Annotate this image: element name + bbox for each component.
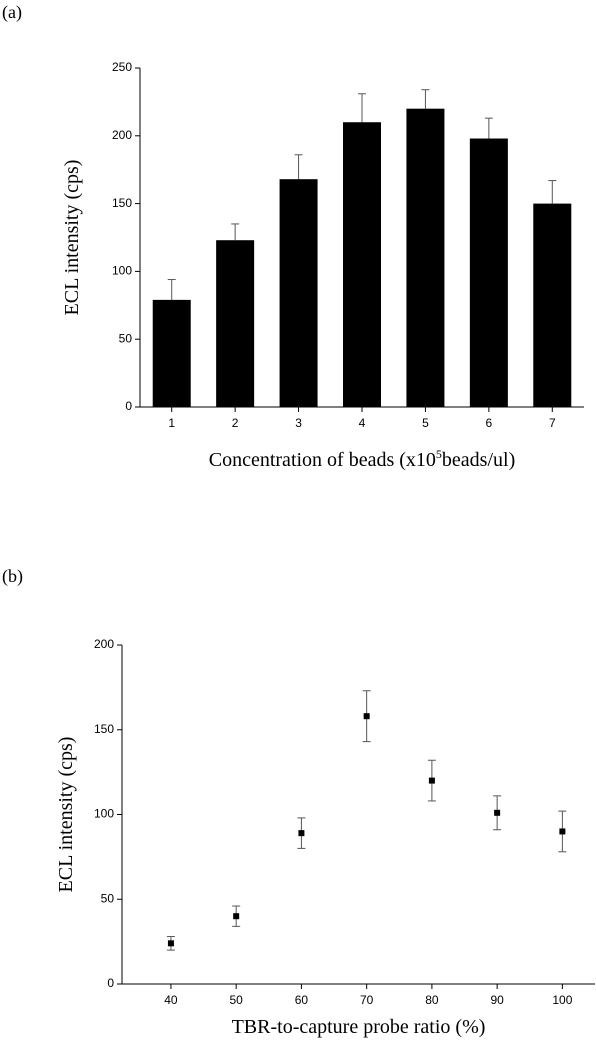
x-tick-label: 5 (422, 416, 429, 430)
panel-label: (a) (2, 2, 22, 23)
bar (469, 138, 508, 407)
x-tick-label: 7 (549, 416, 556, 430)
x-axis-label-part: beads/ul) (442, 449, 515, 471)
bar (533, 203, 572, 407)
y-tick-label: 200 (94, 637, 114, 651)
x-axis-label: TBR-to-capture probe ratio (%) (232, 1016, 486, 1038)
point (363, 713, 370, 720)
point (298, 830, 305, 837)
x-axis-label-part: Concentration of beads (x10 (209, 449, 436, 471)
y-tick-label: 100 (94, 807, 114, 821)
x-tick-label: 80 (425, 993, 439, 1007)
x-axis-label-part: 5 (436, 447, 442, 461)
point (559, 828, 566, 835)
x-tick-label: 50 (229, 993, 243, 1007)
x-tick-label: 60 (295, 993, 309, 1007)
panel-label: (b) (2, 566, 23, 587)
x-tick-label: 100 (552, 993, 572, 1007)
x-tick-label: 6 (486, 416, 493, 430)
y-tick-label: 250 (112, 60, 132, 74)
x-tick-label: 2 (232, 416, 239, 430)
point (233, 913, 240, 920)
x-tick-label: 3 (295, 416, 302, 430)
point (494, 809, 501, 816)
y-axis-label: ECL intensity (cps) (55, 737, 77, 893)
y-tick-label: 0 (107, 976, 114, 990)
bar (343, 122, 381, 408)
x-axis-label: Concentration of beads (x105beads/ul) (209, 447, 515, 471)
y-tick-label: 200 (112, 128, 132, 142)
y-tick-label: 0 (125, 399, 132, 413)
y-tick-label: 100 (112, 264, 132, 278)
x-tick-label: 90 (490, 993, 504, 1007)
bar (279, 179, 318, 407)
bar (216, 240, 255, 407)
y-tick-label: 50 (101, 891, 115, 905)
point (167, 940, 174, 947)
x-tick-label: 70 (360, 993, 374, 1007)
y-tick-label: 50 (119, 331, 133, 345)
bar (152, 299, 191, 407)
y-tick-label: 150 (112, 196, 132, 210)
y-tick-label: 150 (94, 722, 114, 736)
x-tick-label: 4 (359, 416, 366, 430)
x-tick-label: 1 (168, 416, 175, 430)
bar (406, 108, 445, 408)
x-tick-label: 40 (164, 993, 178, 1007)
y-axis-label: ECL intensity (cps) (61, 160, 83, 316)
point (428, 777, 435, 784)
